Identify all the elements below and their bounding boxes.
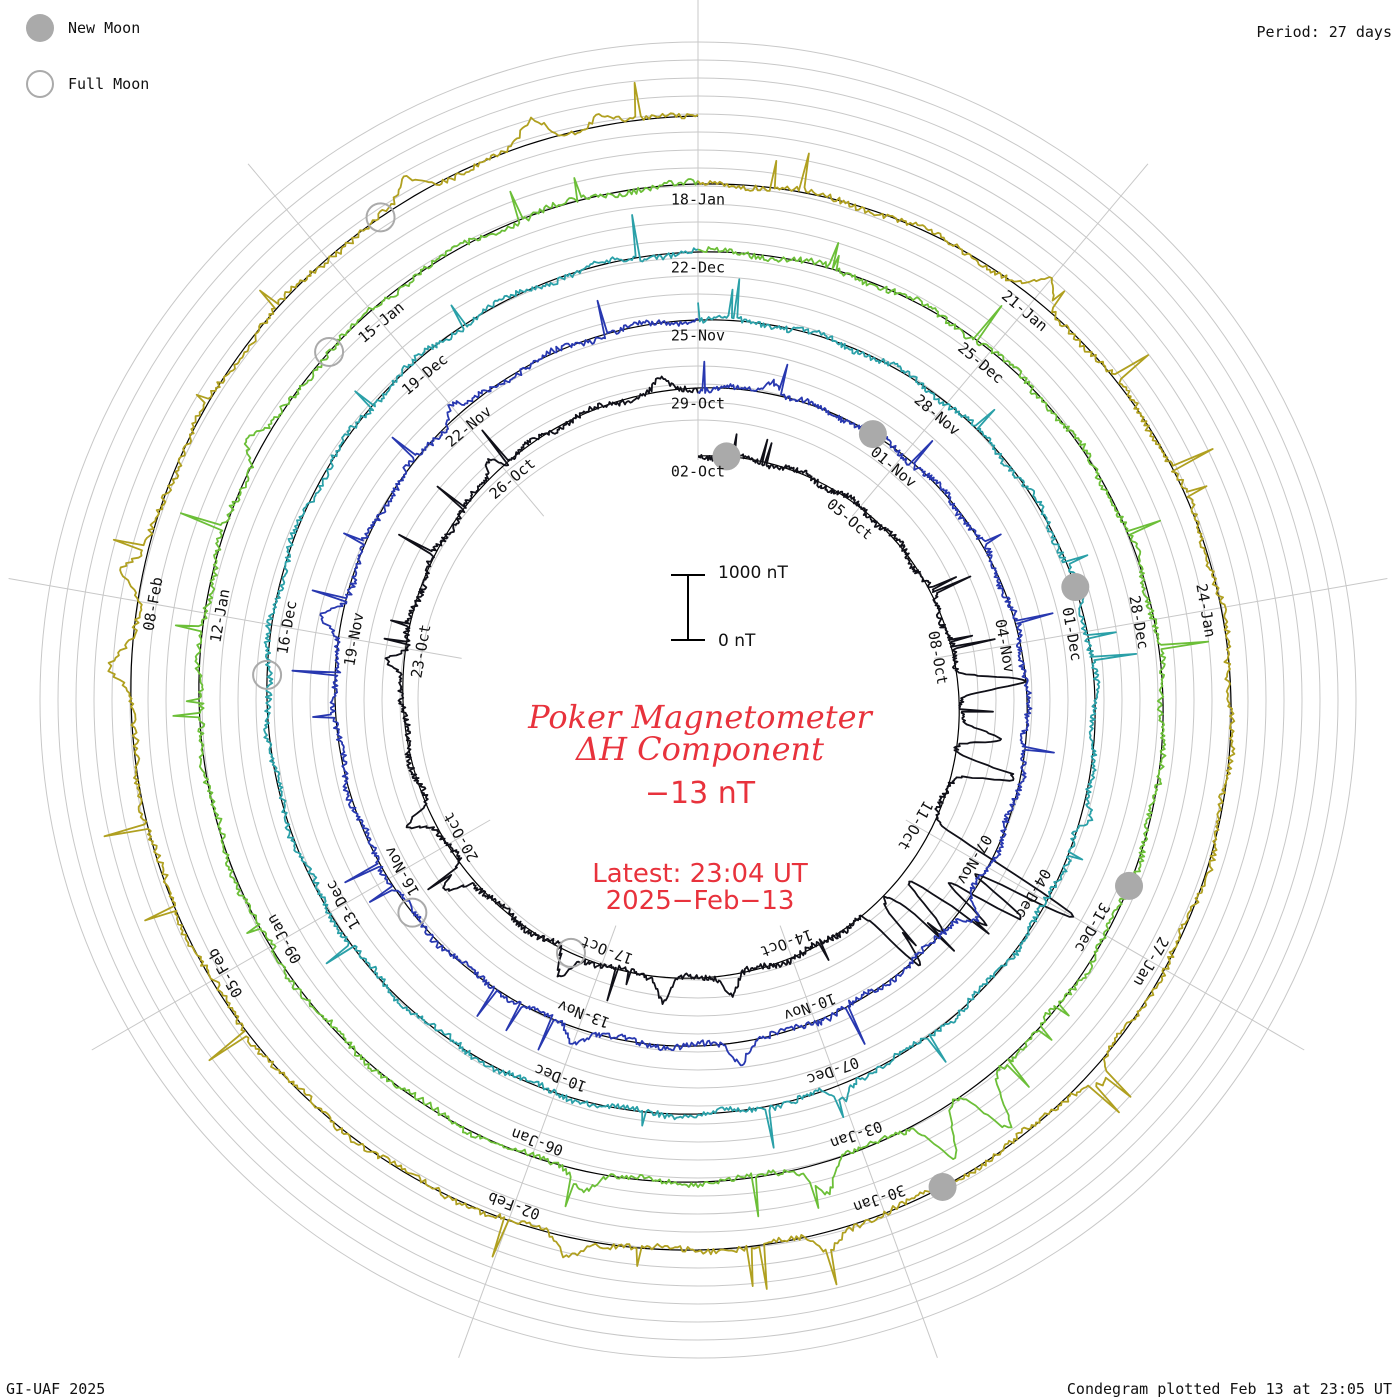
- trace-turn-4: [172, 177, 1210, 1218]
- full-moon-marker: [314, 336, 345, 367]
- new-moon-icon: [26, 14, 54, 42]
- latest-date: 2025−Feb−13: [605, 886, 795, 916]
- date-label: 16-Dec: [273, 599, 300, 655]
- chart-title: Poker Magnetometer: [528, 698, 872, 736]
- full-moon-marker: [365, 202, 396, 233]
- new-moon-marker: [1061, 573, 1090, 602]
- date-label: 25-Dec: [954, 339, 1007, 388]
- date-label: 23-Oct: [407, 623, 434, 679]
- trace-turn-3: [263, 214, 1138, 1149]
- chart-subtitle: ΔH Component: [575, 730, 825, 768]
- date-label: 05-Oct: [823, 495, 876, 544]
- date-label: 25-Nov: [671, 327, 725, 345]
- grid-spoke: [458, 925, 617, 1358]
- date-label: 08-Feb: [139, 576, 166, 632]
- delta-h-trace: [103, 81, 1236, 1290]
- new-moon-marker: [858, 420, 887, 449]
- date-label: 03-Jan: [828, 1117, 885, 1152]
- trace-turn-2: [291, 299, 1055, 1067]
- date-label: 06-Jan: [509, 1124, 566, 1159]
- grid-spoke: [91, 819, 491, 1051]
- date-label: 19-Dec: [398, 350, 451, 399]
- legend-full-moon: Full Moon: [26, 70, 149, 98]
- footer-credit: GI-UAF 2025: [6, 1380, 106, 1398]
- scale-bottom-label: 0 nT: [718, 631, 756, 651]
- latest-time: Latest: 23:04 UT: [592, 859, 808, 889]
- new-moon-marker: [712, 442, 741, 471]
- date-label: 29-Oct: [671, 395, 725, 413]
- date-label: 26-Oct: [486, 454, 539, 503]
- full-moon-marker: [397, 897, 428, 928]
- date-label: 09-Jan: [263, 911, 306, 967]
- date-label: 14-Oct: [758, 925, 815, 960]
- grid-spoke: [247, 163, 545, 517]
- date-label: 19-Nov: [340, 611, 367, 667]
- date-label: 04-Nov: [991, 618, 1018, 674]
- new-moon-marker: [928, 1172, 957, 1201]
- trace-turn-1: [383, 375, 1075, 1005]
- scale-bar: [671, 574, 705, 641]
- legend-full-moon-label: Full Moon: [68, 75, 150, 93]
- date-label: 22-Dec: [671, 259, 725, 277]
- date-label: 18-Jan: [671, 191, 725, 209]
- date-label: 24-Jan: [1192, 582, 1219, 638]
- current-value: −13 nT: [644, 776, 756, 811]
- scale-top-label: 1000 nT: [718, 563, 788, 583]
- footer-plotted: Condegram plotted Feb 13 at 23:05 UT: [1066, 1380, 1392, 1398]
- legend-new-moon-label: New Moon: [68, 19, 141, 37]
- legend-new-moon: New Moon: [26, 14, 140, 42]
- date-label: 30-Jan: [851, 1181, 908, 1216]
- grid-spoke: [8, 577, 462, 659]
- date-label: 05-Feb: [204, 945, 247, 1001]
- full-moon-marker: [555, 937, 586, 968]
- trace-turn-5: [103, 81, 1236, 1290]
- full-moon-marker: [252, 659, 283, 690]
- date-label: 28-Nov: [911, 391, 964, 440]
- grid-spoke: [779, 925, 938, 1358]
- grid-spoke: [934, 577, 1388, 659]
- full-moon-icon: [26, 70, 54, 98]
- period-label: Period: 27 days: [1256, 23, 1392, 41]
- date-label: 02-Oct: [671, 463, 725, 481]
- moon-markers: [252, 202, 1144, 1201]
- date-label: 20-Oct: [440, 809, 483, 865]
- new-moon-marker: [1115, 871, 1144, 900]
- date-label: 10-Dec: [532, 1060, 589, 1095]
